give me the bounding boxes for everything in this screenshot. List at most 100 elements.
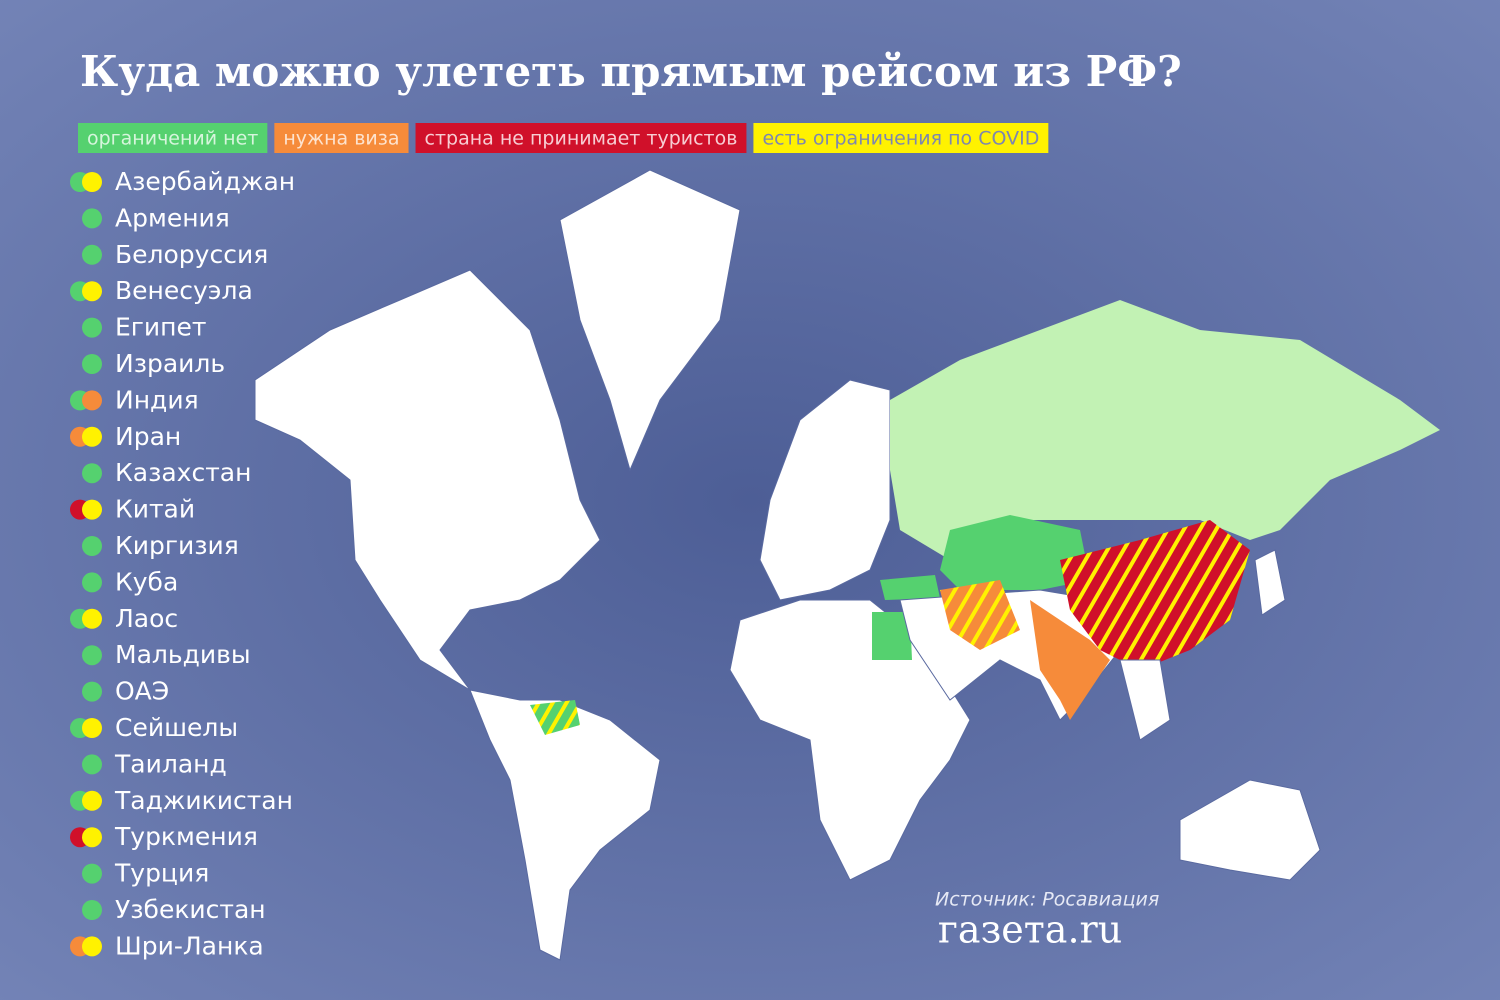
legend-swatch xyxy=(78,123,268,153)
country-row: Казахстан xyxy=(82,458,251,487)
country-name: Киргизия xyxy=(115,531,239,560)
status-dot xyxy=(82,499,102,520)
country-row: Китай xyxy=(70,495,195,524)
legend-label: нужна виза xyxy=(283,128,399,150)
europe xyxy=(759,379,891,601)
country-row: Индия xyxy=(70,385,199,414)
country-row: Азербайджан xyxy=(70,167,295,196)
country-row: Армения xyxy=(82,203,230,232)
country-row: Туркмения xyxy=(70,822,258,851)
central-asia xyxy=(940,515,1090,590)
legend-item: нужна виза xyxy=(274,123,409,153)
country-name: ОАЭ xyxy=(115,677,169,706)
country-name: Египет xyxy=(115,313,206,342)
venezuela xyxy=(530,700,580,735)
status-dot xyxy=(82,172,102,192)
country-row: Белоруссия xyxy=(82,240,268,269)
legend-item: органичений нет xyxy=(78,123,268,153)
australia xyxy=(1179,779,1321,881)
country-row: Узбекистан xyxy=(82,895,266,924)
status-dot xyxy=(82,354,102,374)
country-name: Таджикистан xyxy=(114,786,293,815)
status-dot xyxy=(82,536,102,556)
africa xyxy=(729,599,971,881)
status-dot xyxy=(82,608,102,629)
legend-item: есть ограничения по COVID xyxy=(753,123,1049,153)
status-dot xyxy=(82,281,102,302)
country-row: Египет xyxy=(82,313,206,342)
status-dot xyxy=(82,244,102,265)
country-row: Шри-Ланка xyxy=(70,931,264,960)
country-name: Индия xyxy=(115,385,199,414)
country-list: Азербайджан Армения Белоруссия Венесуэла Еги… xyxy=(70,167,295,960)
country-row: Мальдивы xyxy=(82,640,251,669)
legend-swatch xyxy=(274,123,409,153)
country-row: Турция xyxy=(82,859,209,888)
status-dot xyxy=(82,426,102,447)
status-dot xyxy=(82,645,102,666)
country-name: Шри-Ланка xyxy=(115,931,264,960)
southeast-asia xyxy=(1119,659,1171,741)
country-row: Киргизия xyxy=(82,531,239,560)
status-dot xyxy=(82,936,102,957)
country-name: Израиль xyxy=(115,349,225,378)
status-dot xyxy=(82,718,102,738)
status-dot xyxy=(82,790,102,811)
india xyxy=(1030,600,1110,720)
country-name: Туркмения xyxy=(114,822,258,851)
egypt xyxy=(872,612,912,660)
country-row: Таджикистан xyxy=(70,786,293,815)
country-name: Венесуэла xyxy=(115,276,253,305)
status-dot xyxy=(82,681,102,702)
status-dot xyxy=(82,572,102,593)
country-row: Венесуэла xyxy=(70,276,253,305)
world-map xyxy=(254,169,1440,961)
legend-label: есть ограничения по COVID xyxy=(762,128,1039,150)
north-america xyxy=(254,269,601,691)
country-name: Лаос xyxy=(115,604,178,633)
china xyxy=(1060,520,1250,670)
turkey xyxy=(880,575,940,600)
legend-item: страна не принимает туристов xyxy=(415,123,747,153)
country-row: ОАЭ xyxy=(82,677,169,706)
status-dot xyxy=(82,390,102,411)
country-row: Куба xyxy=(82,567,178,596)
country-row: Иран xyxy=(70,422,181,451)
source: Источник: Росавиация xyxy=(935,889,1159,911)
country-name: Турция xyxy=(114,859,209,888)
legend-swatch xyxy=(753,123,1049,153)
country-name: Куба xyxy=(115,567,178,596)
status-dot xyxy=(82,317,102,338)
legend-label: органичений нет xyxy=(87,128,258,150)
country-row: Израиль xyxy=(82,349,225,378)
russia xyxy=(890,300,1440,560)
country-name: Армения xyxy=(115,203,230,232)
logo: газета.ru xyxy=(938,908,1122,952)
legend-swatch xyxy=(415,123,747,153)
country-row: Таиланд xyxy=(82,749,227,778)
country-name: Китай xyxy=(115,495,195,524)
greenland xyxy=(559,169,741,472)
country-name: Казахстан xyxy=(115,458,251,487)
country-name: Мальдивы xyxy=(115,640,251,669)
status-dot xyxy=(82,208,102,229)
country-row: Сейшелы xyxy=(70,713,238,742)
country-name: Азербайджан xyxy=(115,167,295,196)
japan xyxy=(1254,549,1286,616)
country-name: Таиланд xyxy=(114,749,227,778)
country-row: Лаос xyxy=(70,604,178,633)
title: Куда можно улететь прямым рейсом из РФ? xyxy=(80,47,1182,96)
country-name: Узбекистан xyxy=(115,895,266,924)
status-dot xyxy=(82,863,102,884)
status-dot xyxy=(82,827,102,848)
country-name: Белоруссия xyxy=(115,240,268,269)
status-dot xyxy=(82,900,102,920)
legend-label: страна не принимает туристов xyxy=(425,128,738,150)
status-dot xyxy=(82,463,102,484)
country-name: Сейшелы xyxy=(115,713,238,742)
country-name: Иран xyxy=(115,422,181,451)
legend: органичений нет нужна виза страна не прини… xyxy=(78,123,1049,153)
status-dot xyxy=(82,754,102,775)
